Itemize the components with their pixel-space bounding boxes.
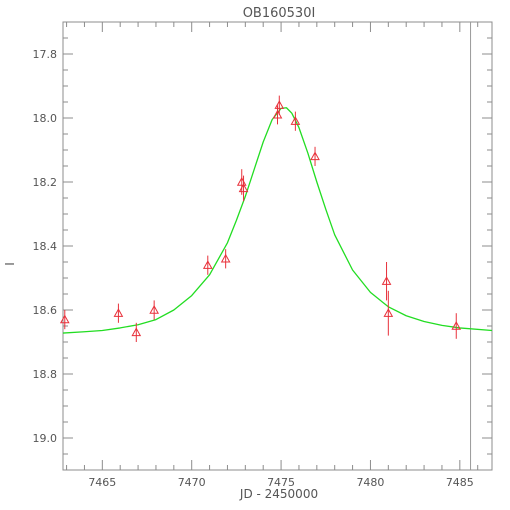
y-tick-label: 19.0 <box>33 432 58 445</box>
x-tick-label: 7480 <box>356 476 384 489</box>
y-tick-label: 17.8 <box>33 48 58 61</box>
x-tick-label: 7485 <box>446 476 474 489</box>
x-tick-label: 7475 <box>267 476 295 489</box>
data-point <box>381 276 392 285</box>
data-point <box>220 253 231 263</box>
y-axis-label: I <box>3 262 17 266</box>
y-tick-label: 18.8 <box>33 368 58 381</box>
data-point <box>149 304 160 314</box>
y-tick-labels: 17.8 18.0 18.2 18.4 18.6 18.8 19.0 <box>33 48 58 445</box>
data-point <box>290 116 301 125</box>
data-point <box>274 100 285 109</box>
y-tick-label: 18.2 <box>33 176 58 189</box>
y-tick-label: 18.0 <box>33 112 58 125</box>
data-point <box>131 327 142 337</box>
axis-ticks <box>63 21 492 471</box>
plot-frame <box>62 21 493 471</box>
y-tick-label: 18.6 <box>33 304 58 317</box>
data-point <box>451 320 462 330</box>
data-point <box>113 308 124 317</box>
y-tick-label: 18.4 <box>33 240 58 253</box>
x-tick-label: 7470 <box>178 476 206 489</box>
x-tick-label: 7465 <box>88 476 116 489</box>
data-point <box>238 183 249 193</box>
x-tick-labels: 7465 7470 7475 7480 7485 <box>88 476 474 489</box>
data-point <box>59 314 70 324</box>
plot-area-border <box>62 21 493 471</box>
chart-title: OB160530I <box>243 6 316 21</box>
model-curve <box>62 107 493 334</box>
data-point <box>202 260 213 269</box>
data-point <box>310 151 320 161</box>
data-points <box>59 95 462 342</box>
x-axis-label: JD - 2450000 <box>239 487 318 501</box>
data-point <box>383 308 394 317</box>
model-curve-group <box>62 107 493 334</box>
